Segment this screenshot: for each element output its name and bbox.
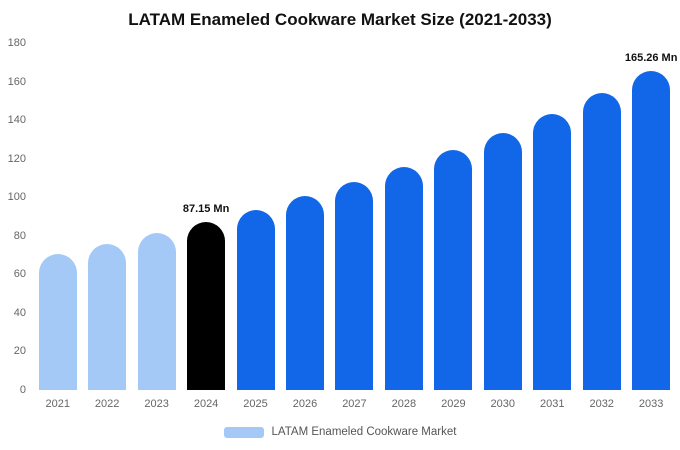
x-axis-label: 2033 — [638, 398, 664, 410]
bar-2029 — [434, 150, 473, 390]
bar-value-label: 87.15 Mn — [182, 203, 230, 215]
y-axis-tick-label: 160 — [7, 75, 26, 88]
y-axis-tick-label: 120 — [7, 152, 26, 165]
y-axis-tick-label: 40 — [13, 306, 26, 319]
x-axis-label: 2024 — [193, 398, 219, 410]
y-axis-tick-label: 80 — [13, 229, 26, 242]
y-axis: 0 20 40 60 80 100 120 140 160 180 — [0, 37, 28, 396]
plot-area: 87.15 Mn 165.26 Mn — [33, 43, 678, 390]
x-axis-label: 2030 — [490, 398, 516, 410]
legend-label: LATAM Enameled Cookware Market — [271, 426, 457, 438]
x-axis-label: 2021 — [45, 398, 70, 410]
x-axis-label: 2031 — [540, 398, 565, 410]
x-axis: 2021 2022 2023 2024 2025 2026 2027 2028 2029 2030… — [33, 398, 676, 410]
x-axis-label: 2025 — [243, 398, 268, 410]
bar-2023 — [137, 233, 176, 390]
y-axis-tick-label: 180 — [7, 37, 26, 49]
x-axis-label: 2026 — [292, 398, 318, 410]
bar-2033 — [632, 71, 671, 390]
bar-slot — [132, 43, 181, 390]
x-axis-label: 2029 — [441, 398, 466, 410]
bar-2026 — [285, 196, 324, 390]
y-axis-tick-label: 20 — [13, 345, 26, 358]
bar-slot: 87.15 Mn — [182, 43, 231, 390]
x-axis-label: 2022 — [94, 398, 120, 410]
bar-2031 — [533, 113, 572, 390]
bar-slot — [478, 43, 527, 390]
bar-2024 — [187, 222, 226, 390]
bar-2028 — [384, 166, 423, 390]
bar-slot — [33, 43, 82, 390]
bar-slot: 165.26 Mn — [624, 43, 678, 390]
bar-2030 — [483, 132, 522, 390]
bar-slot — [231, 43, 280, 390]
legend-item[interactable]: LATAM Enameled Cookware Market — [223, 426, 457, 438]
x-axis-label: 2023 — [144, 398, 169, 410]
chart-title: LATAM Enameled Cookware Market Size (202… — [128, 10, 552, 29]
x-axis-label: 2028 — [391, 398, 417, 410]
bar-2025 — [236, 209, 275, 390]
bar-slot — [83, 43, 132, 390]
x-axis-label: 2027 — [342, 398, 367, 410]
x-axis-label: 2032 — [589, 398, 614, 410]
bar-slot — [528, 43, 577, 390]
bar-2032 — [582, 93, 621, 390]
y-axis-tick-label: 60 — [13, 268, 26, 281]
bar-2027 — [335, 182, 374, 390]
bar-slot — [379, 43, 428, 390]
bar-value-label: 165.26 Mn — [624, 52, 678, 65]
bar-2021 — [38, 254, 77, 390]
bar-2022 — [88, 244, 127, 390]
y-axis-tick-label: 100 — [7, 191, 26, 204]
y-axis-tick-label: 140 — [7, 114, 26, 127]
y-axis-tick-label: 0 — [19, 384, 26, 396]
bar-slot — [280, 43, 329, 390]
bar-slot — [330, 43, 379, 390]
bar-slot — [429, 43, 478, 390]
legend: LATAM Enameled Cookware Market — [0, 426, 680, 438]
legend-swatch-icon — [223, 426, 264, 438]
bar-slot — [577, 43, 626, 390]
